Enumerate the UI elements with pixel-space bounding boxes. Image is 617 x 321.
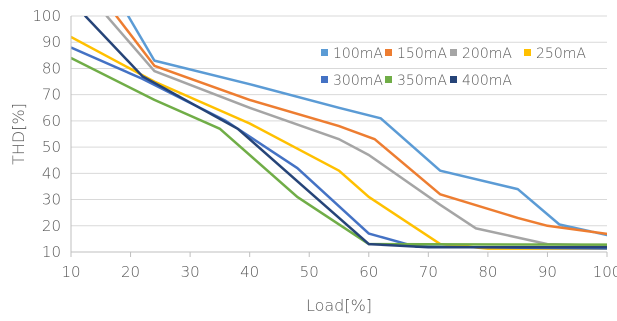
legend-marker	[450, 76, 457, 83]
y-tick-label: 60	[42, 112, 61, 130]
legend-label: 150mA	[397, 46, 447, 62]
legend-label: 200mA	[462, 46, 512, 62]
legend-marker	[450, 49, 457, 56]
legend-item-150mA: 150mA	[385, 46, 447, 62]
y-tick-label: 90	[42, 33, 61, 51]
legend-marker	[524, 49, 531, 56]
legend-item-200mA: 200mA	[450, 46, 512, 62]
series-line-400mA	[84, 16, 607, 249]
series-line-200mA	[105, 16, 607, 247]
x-tick-label: 20	[121, 263, 140, 281]
x-tick-label: 40	[240, 263, 259, 281]
axis-layer: 10 20 30 40 50 60 70 80 90 100 10 20 30 40 50 60 70 80 90 1…	[32, 7, 617, 281]
legend-marker	[385, 76, 392, 83]
legend-label: 300mA	[333, 73, 383, 89]
x-axis-title: Load[%]	[306, 296, 372, 315]
x-tick-label: 100	[593, 263, 617, 281]
legend-item-250mA: 250mA	[524, 46, 586, 62]
x-tick-label: 80	[478, 263, 497, 281]
legend-item-300mA: 300mA	[321, 73, 383, 89]
legend-marker	[321, 76, 328, 83]
series-line-350mA	[71, 56, 607, 246]
y-tick-label: 20	[42, 217, 61, 235]
x-tick-label: 60	[359, 263, 378, 281]
legend-item-100mA: 100mA	[321, 46, 383, 62]
legend-marker	[321, 49, 328, 56]
y-tick-label: 30	[42, 191, 61, 209]
y-tick-label: 40	[42, 164, 61, 182]
legend: 100mA 150mA 200mA 250mA 300mA 350mA 400mA	[321, 46, 586, 89]
y-tick-label: 70	[42, 86, 61, 104]
y-tick-label: 10	[42, 243, 61, 261]
y-tick-label: 50	[42, 138, 61, 156]
y-axis-title: THD[%]	[9, 103, 28, 165]
legend-marker	[385, 49, 392, 56]
x-tick-label: 50	[300, 263, 319, 281]
legend-label: 350mA	[397, 73, 447, 89]
y-tick-label: 80	[42, 59, 61, 77]
x-tick-label: 90	[538, 263, 557, 281]
x-tick-label: 70	[419, 263, 438, 281]
legend-item-350mA: 350mA	[385, 73, 447, 89]
series-line-150mA	[115, 16, 607, 236]
legend-label: 400mA	[462, 73, 512, 89]
legend-item-400mA: 400mA	[450, 73, 512, 89]
y-tick-label: 100	[32, 7, 61, 25]
legend-label: 100mA	[333, 46, 383, 62]
x-tick-label: 10	[61, 263, 80, 281]
series-layer	[71, 16, 607, 250]
series-line-100mA	[126, 16, 607, 237]
legend-label: 250mA	[536, 46, 586, 62]
x-tick-label: 30	[181, 263, 200, 281]
